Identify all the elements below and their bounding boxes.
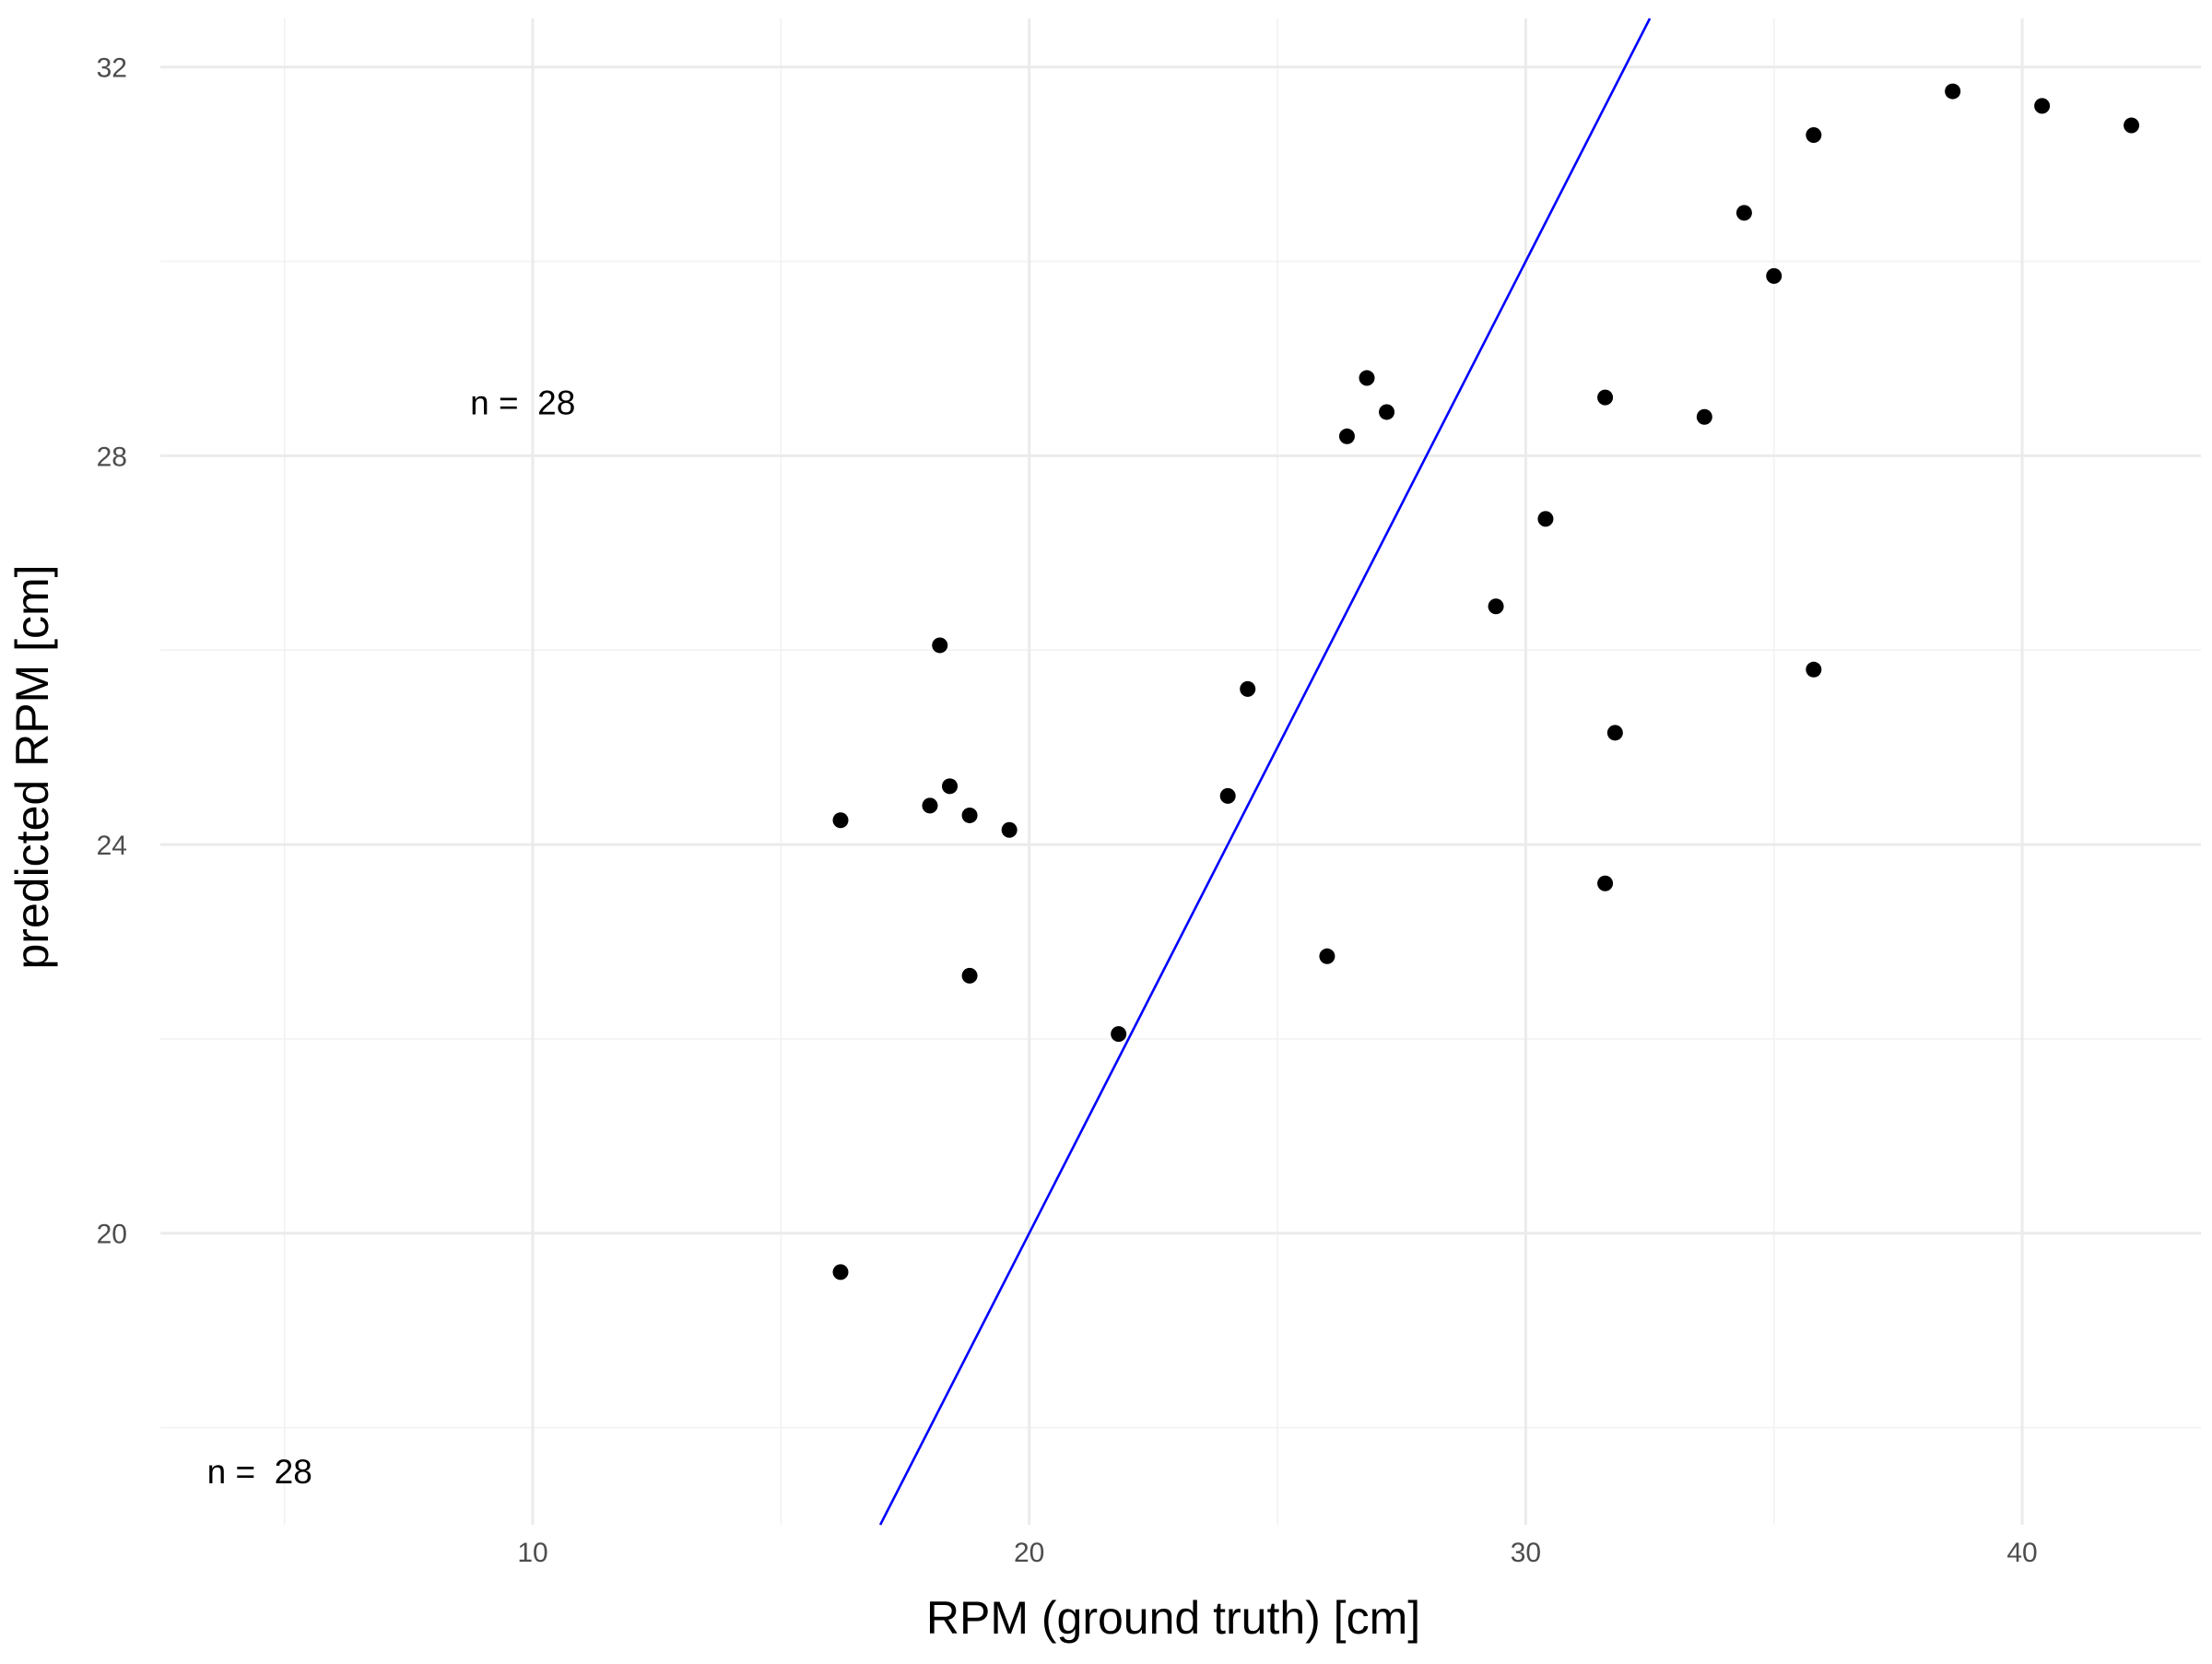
data-points	[832, 83, 2140, 1280]
gridlines	[160, 18, 2201, 1525]
data-point	[1597, 875, 1614, 891]
data-point	[1240, 680, 1256, 697]
data-point	[961, 967, 978, 984]
sample-size-annotation: n = 28	[470, 384, 575, 421]
data-point	[1696, 408, 1712, 425]
data-point	[1338, 428, 1355, 444]
x-tick-label: 20	[1014, 1538, 1044, 1568]
data-point	[1597, 389, 1614, 406]
y-axis-title: predicted RPM [cm]	[6, 564, 58, 969]
x-tick-label: 10	[517, 1538, 547, 1568]
data-point	[1488, 598, 1504, 615]
data-point	[922, 797, 938, 814]
tick-labels: 10 20 30 40 20 24 28 32	[97, 53, 2038, 1568]
y-tick-label: 28	[97, 442, 127, 472]
sample-size-annotation: n = 28	[207, 1453, 312, 1491]
data-point	[1766, 267, 1783, 284]
annotations: n = 28 n = 28	[207, 384, 576, 1491]
x-axis-title: RPM (ground truth) [cm]	[926, 1592, 1420, 1644]
x-tick-label: 30	[1511, 1538, 1541, 1568]
data-point	[1001, 821, 1018, 838]
data-point	[1359, 370, 1375, 386]
data-point	[932, 637, 948, 654]
y-tick-label: 24	[97, 831, 127, 861]
data-point	[942, 778, 959, 795]
data-point	[2034, 98, 2051, 114]
data-point	[1379, 404, 1395, 420]
data-point	[1806, 661, 1822, 678]
data-point	[1111, 1026, 1127, 1043]
data-point	[832, 1264, 849, 1280]
data-point	[1806, 127, 1822, 144]
data-point	[2124, 117, 2140, 134]
data-point	[1219, 787, 1236, 804]
data-point	[1945, 83, 1961, 100]
data-point	[1319, 948, 1335, 964]
reference-line-layer	[878, 18, 1652, 1526]
data-point	[832, 812, 849, 829]
data-point	[1735, 205, 1752, 221]
data-point	[1537, 511, 1554, 527]
identity-reference-line	[878, 18, 1652, 1526]
y-tick-label: 20	[97, 1220, 127, 1250]
data-point	[961, 807, 978, 823]
x-tick-label: 40	[2006, 1538, 2037, 1568]
y-tick-label: 32	[97, 53, 127, 84]
data-point	[1606, 725, 1623, 741]
